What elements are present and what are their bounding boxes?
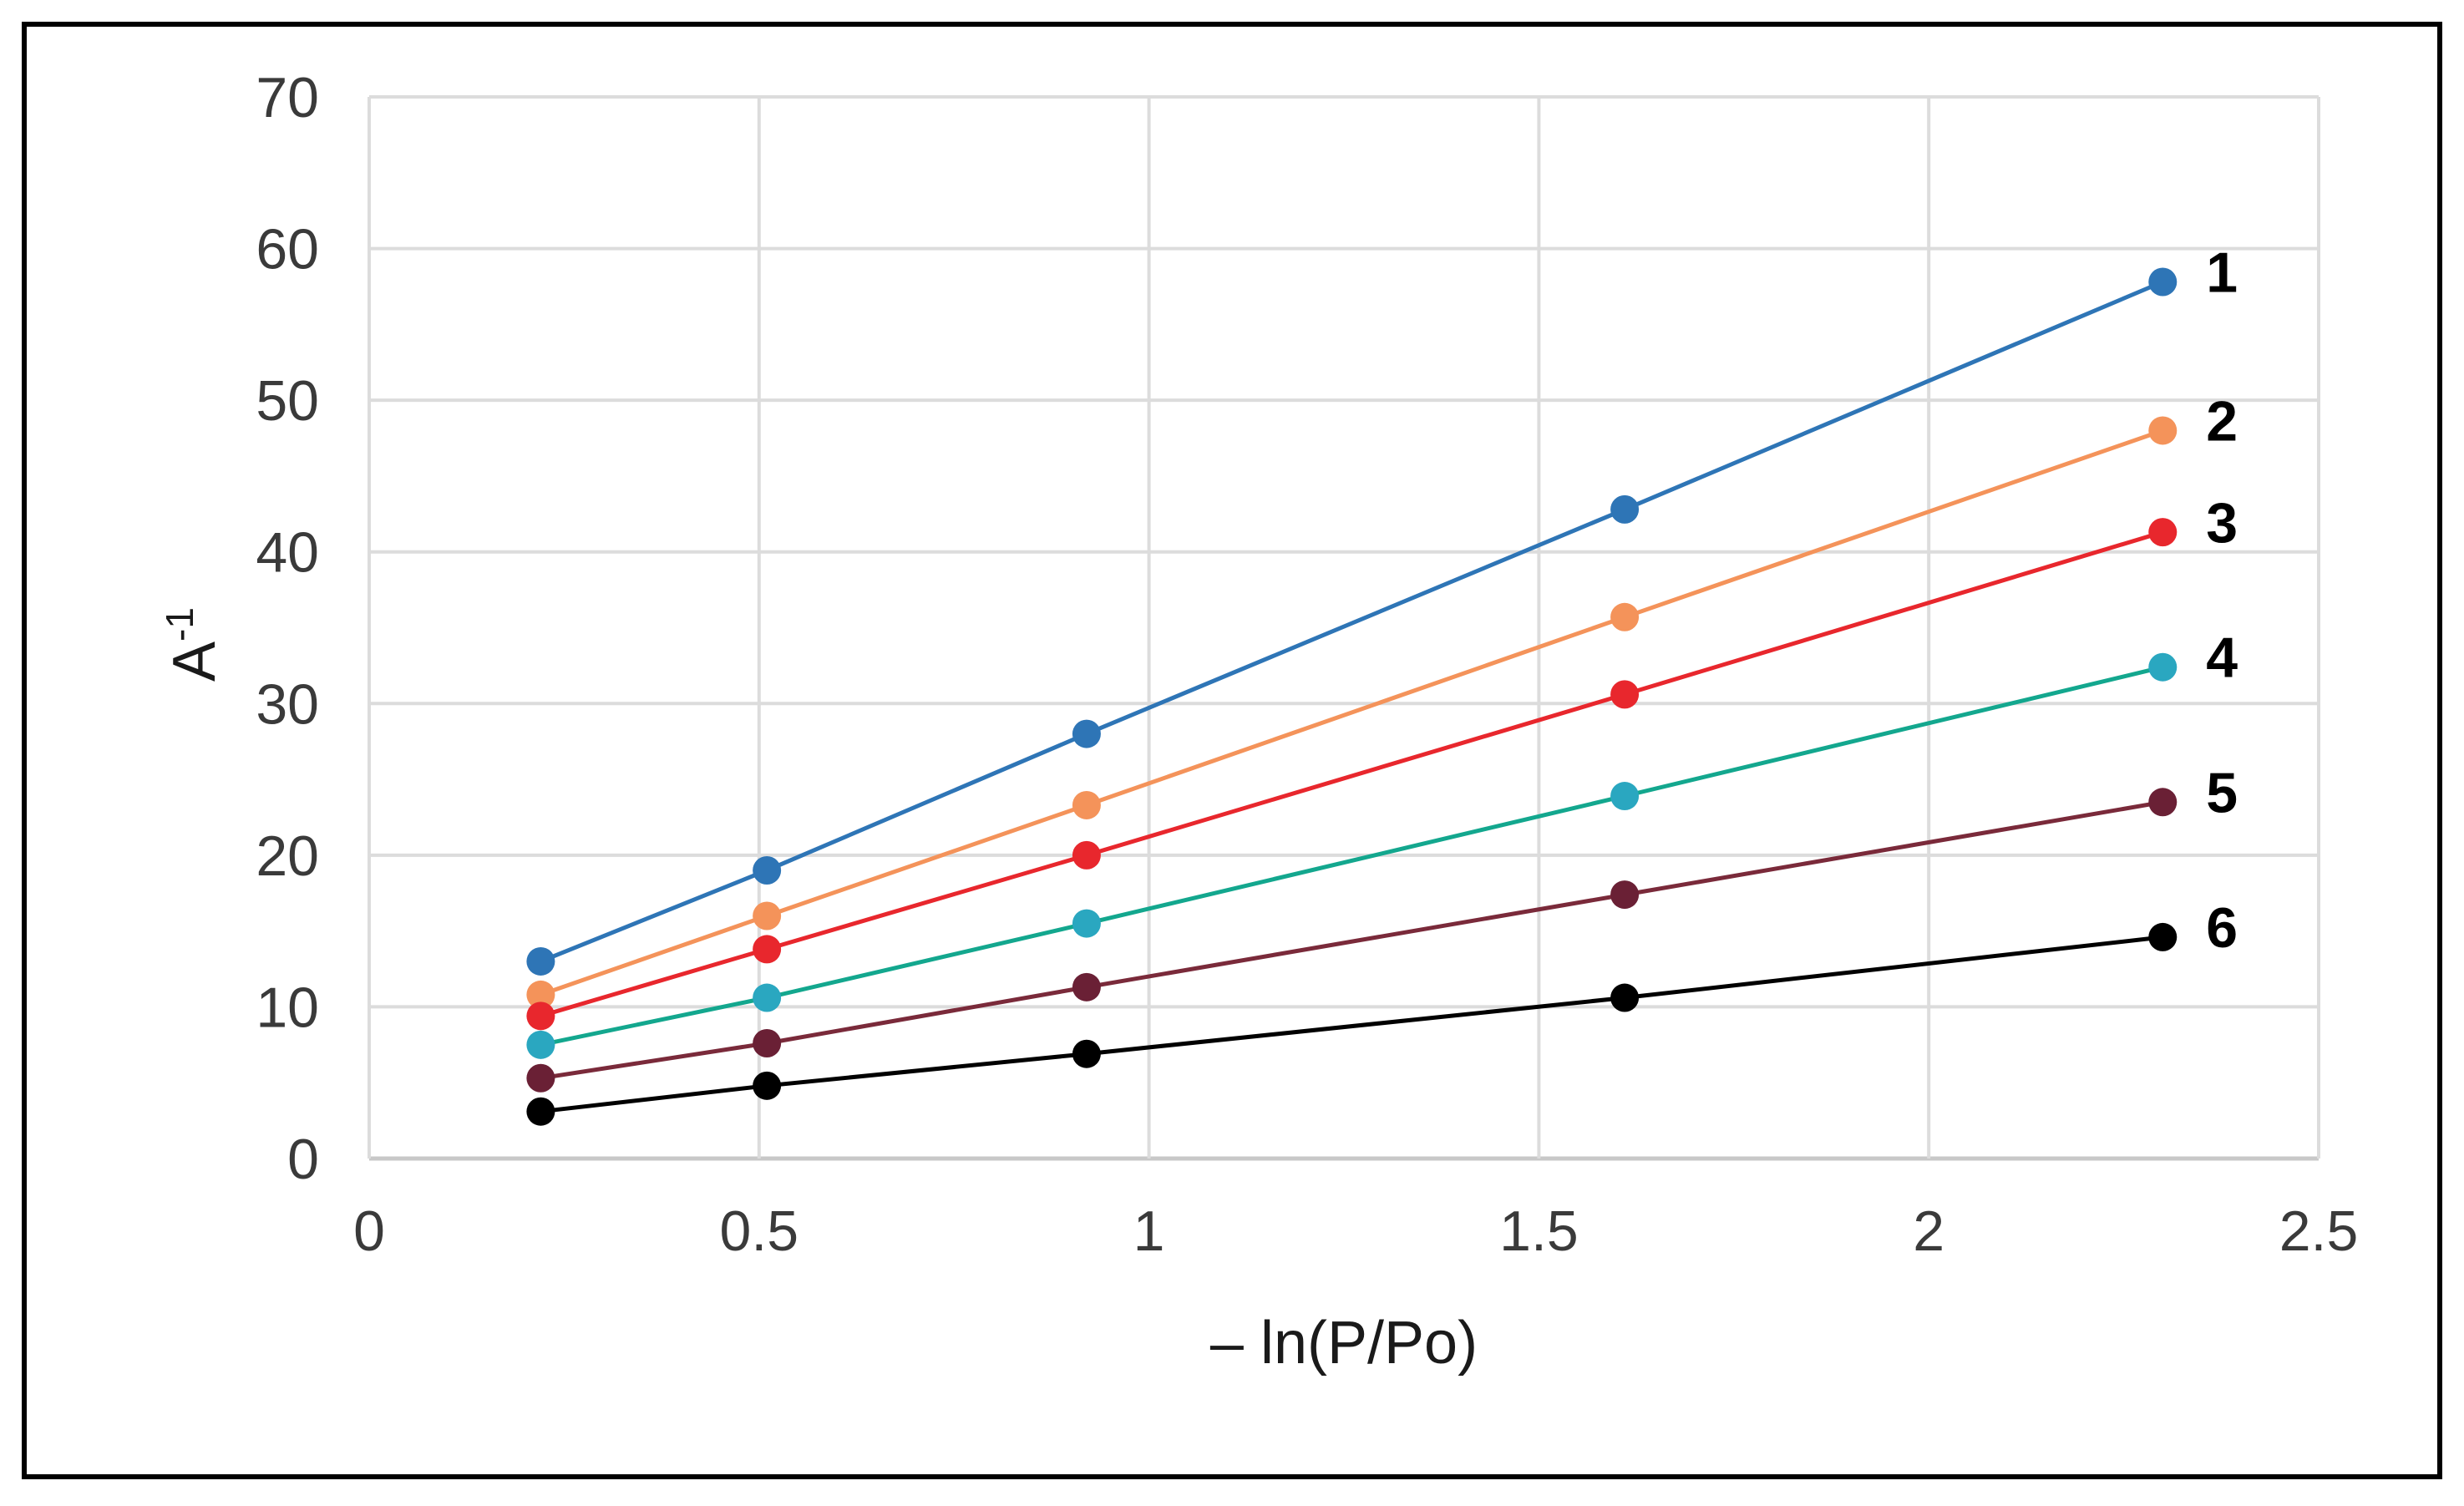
series-1-point [526,946,555,976]
series-4-label: 4 [2206,626,2238,690]
series-5-line [540,799,2163,1081]
series-5-point [753,1029,782,1058]
series-6-line [540,935,2163,1114]
y-tick-label: 70 [256,66,319,129]
x-axis-title: – ln(P/Po) [1210,1310,1478,1377]
y-axis-title-superscript: -1 [158,607,201,641]
x-tick-label: 0 [353,1199,385,1263]
series-1-point [1610,494,1640,524]
series-lines [540,280,2164,1114]
x-tick-label: 1.5 [1499,1199,1579,1263]
series-5-point [526,1063,555,1093]
series-6-point [2148,922,2178,951]
x-tick-label: 2.5 [2279,1199,2359,1263]
series-2-point [753,901,782,930]
y-tick-label: 40 [256,521,319,585]
series-2-line [540,428,2164,997]
series-3-point [753,935,782,964]
y-tick-label: 20 [256,824,319,888]
series-6-point [1072,1039,1101,1068]
y-tick-label: 60 [256,218,319,281]
axes: 0 10 20 30 40 50 60 70 0 0.5 1 1.5 2 2.5 [256,66,2358,1263]
x-tick-label: 1 [1133,1199,1165,1263]
series-2-point [1610,602,1640,631]
series-3-point [1610,680,1640,709]
series-3-label: 3 [2206,491,2238,555]
y-tick-label: 0 [287,1128,319,1191]
x-tick-label: 0.5 [720,1199,799,1263]
series-5-point [1610,880,1640,910]
series-3-point [526,1001,555,1031]
series-1-label: 1 [2206,241,2238,305]
y-tick-label: 10 [256,976,319,1039]
series-4-point [753,983,782,1012]
series-5-label: 5 [2206,761,2238,824]
series-5-point [2148,788,2178,817]
series-2-point [526,980,555,1009]
series-4-point [1610,782,1640,811]
x-tick-label: 2 [1913,1199,1944,1263]
series-3-point [1072,840,1101,870]
gridlines [368,95,2320,1161]
series-4-point [2148,652,2178,682]
series-6-label: 6 [2206,896,2238,960]
series-2-point [2148,416,2178,445]
series-1-point [753,856,782,885]
series-2-label: 2 [2206,389,2238,453]
y-tick-label: 30 [256,672,319,736]
series-4-point [526,1030,555,1059]
series-3-point [2148,518,2178,547]
series-4-point [1072,909,1101,938]
y-tick-label: 50 [256,369,319,433]
series-6-point [526,1097,555,1126]
series-markers [526,267,2178,1126]
series-6-point [1610,983,1640,1012]
line-chart: 0 10 20 30 40 50 60 70 0 0.5 1 1.5 2 2.5 1 2 3 4 5 6 – ln(… [158,66,2358,1377]
series-6-point [753,1071,782,1100]
series-2-point [1072,790,1101,819]
y-axis-title-base: A [161,641,228,682]
series-1-point [1072,719,1101,748]
chart-frame: 0 10 20 30 40 50 60 70 0 0.5 1 1.5 2 2.5 1 2 3 4 5 6 – ln(… [22,22,2442,1479]
series-5-point [1072,972,1101,1001]
series-labels: 1 2 3 4 5 6 [2206,241,2238,960]
y-axis-title: A-1 [158,607,228,682]
series-1-point [2148,267,2178,297]
